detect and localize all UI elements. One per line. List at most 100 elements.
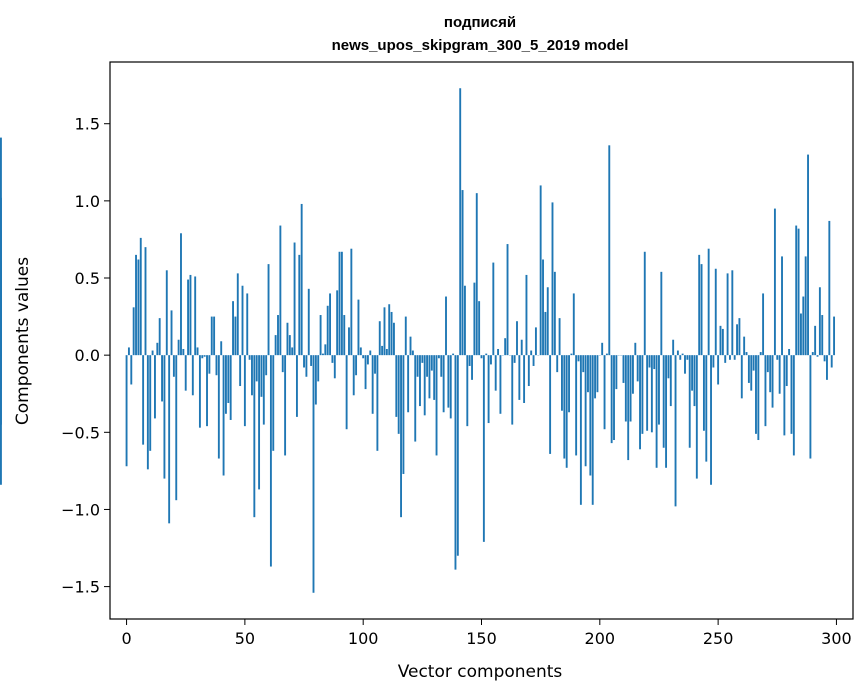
bar	[137, 259, 140, 356]
bar	[473, 282, 476, 356]
bar	[807, 154, 809, 356]
bar	[345, 355, 348, 430]
bar	[788, 348, 791, 356]
bar	[0, 355, 2, 425]
bar	[461, 190, 464, 356]
bar	[471, 355, 473, 380]
bar	[674, 355, 677, 507]
bar	[177, 339, 180, 356]
bar	[435, 355, 438, 456]
y-axis-label: Components values	[13, 257, 33, 425]
bar	[809, 355, 812, 459]
bar	[688, 355, 691, 448]
bar	[513, 355, 516, 363]
bar	[187, 279, 190, 356]
bar	[395, 355, 398, 417]
bar	[478, 301, 481, 356]
bar	[442, 355, 445, 413]
bar	[381, 345, 384, 356]
bar	[146, 355, 149, 470]
bar	[650, 355, 653, 433]
bar	[584, 355, 587, 467]
bar	[135, 254, 137, 356]
bar	[130, 355, 133, 385]
bar	[707, 248, 710, 356]
bar	[284, 355, 287, 456]
bar	[447, 355, 450, 408]
bar	[456, 355, 459, 556]
bar	[726, 273, 729, 356]
bar	[490, 355, 492, 365]
bar	[319, 315, 322, 356]
bar	[520, 339, 523, 356]
bar	[277, 315, 279, 356]
bar	[206, 355, 208, 427]
bar	[172, 355, 175, 377]
bar	[151, 350, 154, 356]
bar	[776, 355, 779, 360]
bar	[279, 225, 282, 356]
bar	[419, 355, 421, 407]
bar	[411, 350, 414, 356]
bar	[180, 233, 182, 356]
bar	[402, 355, 405, 474]
bar	[329, 293, 331, 356]
bar	[293, 242, 296, 356]
bar	[288, 335, 291, 356]
bar	[291, 347, 294, 356]
bar	[615, 355, 618, 390]
bar	[610, 355, 613, 444]
bar	[440, 355, 443, 377]
y-axis-ticks: −1.5 −1.0 −0.5 0.0 0.5 1.0 1.5	[61, 115, 110, 597]
bar	[660, 271, 663, 356]
bar	[225, 355, 227, 414]
bar	[499, 355, 502, 414]
bar	[629, 355, 632, 422]
bar	[371, 355, 374, 414]
bar	[317, 355, 320, 382]
bar	[234, 316, 237, 356]
bar	[814, 325, 817, 356]
bar	[312, 355, 315, 593]
y-tick-label: −1.0	[61, 500, 100, 519]
bar	[752, 355, 755, 371]
bar	[416, 355, 419, 377]
y-tick-label: 0.0	[75, 346, 100, 365]
bar	[800, 313, 802, 356]
y-tick-label: −1.5	[61, 578, 100, 597]
bar	[582, 355, 585, 373]
bar	[310, 355, 313, 366]
bars-group	[0, 88, 836, 593]
bar	[594, 355, 597, 399]
bar	[480, 355, 483, 359]
bar	[445, 296, 447, 356]
bar	[274, 335, 277, 356]
bar	[750, 355, 753, 391]
bar	[792, 355, 795, 456]
bar	[374, 355, 376, 374]
bar	[558, 318, 561, 356]
bar	[158, 318, 161, 356]
bar	[485, 353, 488, 356]
bar	[198, 355, 201, 428]
bar	[241, 285, 244, 356]
bar	[613, 355, 615, 441]
y-tick-label: 1.5	[75, 115, 100, 134]
bar	[383, 307, 386, 356]
bar	[702, 355, 705, 431]
bar	[459, 88, 462, 356]
bar	[314, 355, 317, 405]
bar	[563, 355, 566, 459]
bar	[527, 355, 530, 387]
bar	[430, 355, 433, 371]
bar	[532, 355, 535, 366]
bar	[757, 355, 760, 441]
bar	[492, 262, 495, 356]
bar	[189, 274, 192, 356]
bar	[421, 355, 424, 363]
bar	[414, 355, 417, 442]
bar	[343, 315, 346, 356]
bar	[672, 339, 675, 356]
bar	[804, 256, 807, 356]
bar	[324, 344, 327, 356]
